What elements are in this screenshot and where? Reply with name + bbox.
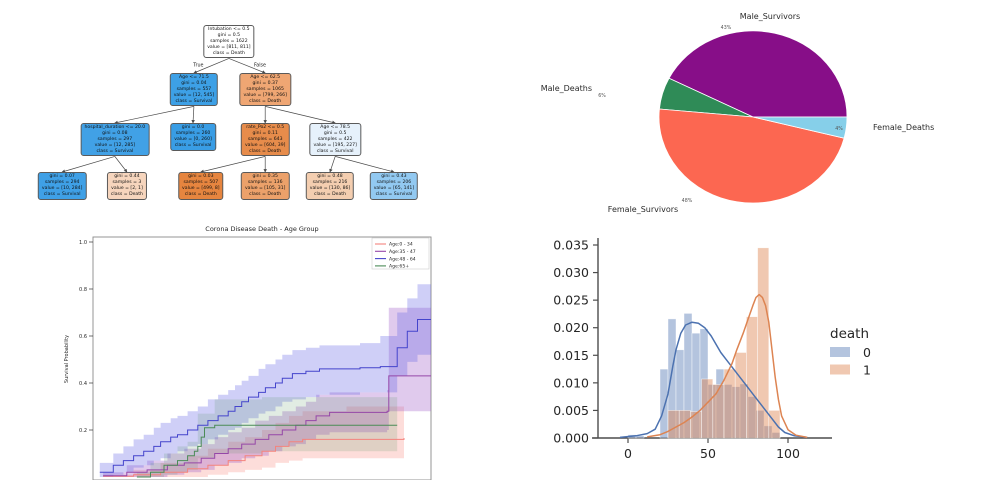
km-curve xyxy=(99,319,431,473)
hist-legend-swatch-1 xyxy=(830,364,850,375)
age-distribution-chart: 0.000 0.005 0.010 0.015 0.020 0.025 0.030 0.035… xyxy=(530,228,998,480)
kde-curve-death-0 xyxy=(619,321,808,439)
hist-ytick: 0.000 xyxy=(553,431,589,446)
tree-node-10: gini = 0.35 samples = 136 value = [105, 31… xyxy=(240,172,290,200)
hist-bar-death-0 xyxy=(635,435,645,439)
histogram-plot-area: 0.000 0.005 0.010 0.015 0.020 0.025 0.030 0.035… xyxy=(553,238,871,462)
km-ytick: 1.0 xyxy=(79,240,87,246)
tree-edge xyxy=(61,156,115,173)
tree-node-3: hospital_duration <= 20.0 gini = 0.08 samp… xyxy=(80,123,150,157)
tree-edge xyxy=(265,106,336,125)
pie-slice-male_survivors xyxy=(668,30,848,118)
km-ytick: 0.2 xyxy=(79,428,87,434)
hist-ytick: 0.025 xyxy=(553,293,589,308)
pie-pct-female_deaths: 4% xyxy=(835,126,843,132)
km-legend-box xyxy=(371,237,430,270)
hist-bar-death-1 xyxy=(734,352,747,439)
km-ci-band xyxy=(136,397,398,477)
hist-bar-death-1 xyxy=(723,368,736,439)
pie-pct-female_survivors: 48% xyxy=(682,198,693,204)
hist-xtick: 50 xyxy=(700,446,716,461)
pie-label-female_deaths: Female_Deaths xyxy=(873,123,934,132)
hist-bar-death-1 xyxy=(768,410,781,439)
pie-slice-female_deaths xyxy=(752,116,848,139)
tree-node-9: gini = 0.03 samples = 507 value = [499, 8]… xyxy=(178,172,224,200)
hist-ytick: 0.015 xyxy=(553,348,589,363)
tree-edge xyxy=(228,58,266,74)
hist-legend-label-0: 0 xyxy=(863,345,871,360)
hist-bar-death-1 xyxy=(667,410,680,439)
hist-bar-death-1 xyxy=(757,247,770,439)
km-curve xyxy=(103,438,405,477)
km-ci-band xyxy=(103,307,431,477)
hist-bar-death-1 xyxy=(712,384,725,439)
km-plot-area: 1.0 0.8 0.6 0.4 0.2 Survival Probability Age:0… xyxy=(64,236,432,480)
survival-curve-chart: Corona Disease Death - Age Group 1.0 0.8 0… xyxy=(58,224,468,480)
tree-edge xyxy=(329,156,336,173)
tree-node-8: gini = 0.44 samples = 3 value = [2, 1] clas… xyxy=(106,172,147,200)
km-plot-frame xyxy=(92,236,432,480)
survivor-pie-chart: Male_Survivors 43% Male_Deaths 6% Female_Sur… xyxy=(541,12,935,214)
tree-edge-label-true: True xyxy=(192,63,203,69)
tree-node-6: Age <= 78.5 gini = 0.5 samples = 422 value … xyxy=(309,123,361,157)
tree-edge xyxy=(114,106,194,125)
tree-edge xyxy=(335,156,395,173)
hist-ytick: 0.005 xyxy=(553,403,589,418)
tree-edge xyxy=(200,156,266,174)
tree-node-7: gini = 0.07 samples = 294 value = [10, 284… xyxy=(37,172,87,200)
km-ci-band xyxy=(103,399,404,477)
km-legend-label: Age:65+ xyxy=(389,264,409,270)
pie-label-male_deaths: Male_Deaths xyxy=(541,84,592,93)
pie-label-male_survivors: Male_Survivors xyxy=(740,12,800,21)
km-curve xyxy=(103,375,431,477)
km-legend-label: Age:35 - 47 xyxy=(389,249,416,255)
pie-pct-male_survivors: 43% xyxy=(721,25,732,31)
hist-ytick: 0.030 xyxy=(553,265,589,280)
hist-bar-death-1 xyxy=(690,411,702,439)
hist-ytick: 0.010 xyxy=(553,375,589,390)
hist-ytick: 0.020 xyxy=(553,320,589,335)
tree-node-11: gini = 0.48 samples = 216 value = [130, 86… xyxy=(305,172,355,200)
pie-slice-female_survivors xyxy=(658,108,845,204)
tree-node-0: Intubation <= 0.5 gini = 0.5 samples = 162… xyxy=(203,25,255,59)
pie-label-female_survivors: Female_Survivors xyxy=(608,205,678,214)
hist-legend-label-1: 1 xyxy=(863,363,871,378)
kde-curve-death-1 xyxy=(647,293,808,439)
km-ylabel: Survival Probability xyxy=(64,335,70,383)
km-legend-label: Age:0 - 34 xyxy=(389,242,413,248)
histogram-legend-title: death xyxy=(830,326,869,342)
tree-node-5: rate_Po2 <= 0.5 gini = 0.11 samples = 643 v… xyxy=(240,123,290,157)
km-ytick: 0.8 xyxy=(79,287,87,293)
hist-xtick: 0 xyxy=(624,446,632,461)
decision-tree-chart: True False Intubation <= 0.5 gini = 0.5 sam… xyxy=(25,8,457,213)
km-curve xyxy=(136,424,398,478)
tree-node-1: Age <= 71.5 gini = 0.04 samples = 557 value… xyxy=(169,73,219,107)
tree-edge xyxy=(114,156,128,173)
tree-edge-label-false: False xyxy=(254,63,266,69)
km-plot-title: Corona Disease Death - Age Group xyxy=(205,225,319,233)
km-legend-label: Age:48 - 64 xyxy=(389,256,416,262)
tree-edge xyxy=(193,58,230,74)
hist-xtick: 100 xyxy=(776,446,800,461)
pie-pct-male_deaths: 6% xyxy=(598,93,606,99)
hist-bar-death-1 xyxy=(701,378,714,439)
km-ci-band xyxy=(99,284,432,477)
tree-node-4: gini = 0.0 samples = 260 value = [0, 260] c… xyxy=(170,123,216,151)
km-ytick: 0.6 xyxy=(79,334,87,340)
hist-bar-death-1 xyxy=(746,316,758,439)
tree-node-2: Age <= 62.5 gini = 0.37 samples = 1065 valu… xyxy=(239,73,291,107)
tree-edge xyxy=(191,106,195,124)
tree-node-12: gini = 0.43 samples = 206 value = [65, 141… xyxy=(369,172,419,200)
km-ytick: 0.4 xyxy=(79,381,87,387)
hist-bar-death-0 xyxy=(659,368,669,439)
hist-ytick: 0.035 xyxy=(553,238,589,253)
hist-legend-swatch-0 xyxy=(830,347,850,357)
